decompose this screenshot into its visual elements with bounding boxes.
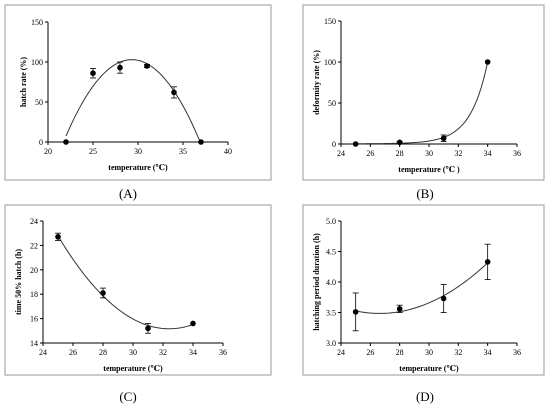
y-tick-label: 22: [30, 241, 38, 250]
data-point: [396, 306, 403, 312]
data-point: [352, 309, 359, 315]
x-tick-label: 30: [425, 348, 433, 357]
x-tick-label: 30: [425, 149, 433, 158]
x-axis-label: temperature (℃): [108, 163, 168, 172]
y-tick-label: 0: [39, 138, 43, 147]
y-tick-label: 100: [324, 58, 336, 67]
data-point: [190, 320, 196, 327]
y-tick-label: 14: [30, 339, 38, 348]
x-tick-label: 28: [99, 348, 107, 357]
x-tick-label: 24: [39, 348, 47, 357]
x-tick-label: 24: [337, 149, 345, 158]
chart-panel-c: 24 26 28 30 32 34 36 14 16 18 20 22 24 temperature (℃…: [4, 204, 272, 404]
y-tick-label: 3.5: [326, 309, 336, 318]
y-tick-label: 100: [31, 58, 43, 67]
data-point: [440, 295, 447, 302]
y-tick-label: 4.0: [326, 278, 336, 287]
x-tick-label: 24: [337, 348, 345, 357]
panel-label: (D): [416, 389, 434, 404]
panel-frame: [302, 204, 545, 376]
x-tick-label: 32: [159, 348, 167, 357]
data-point: [90, 70, 96, 76]
x-tick-label: 28: [396, 348, 404, 357]
x-tick-label: 36: [513, 149, 521, 158]
chart-panel-a: 20 25 30 35 40 0 50 100 150 temperature (℃) hatch …: [4, 4, 272, 201]
data-point: [352, 141, 359, 147]
x-tick-label: 20: [44, 147, 52, 156]
x-tick-label: 34: [189, 348, 197, 357]
x-axis-label: temperature (℃): [103, 364, 163, 373]
y-tick-label: 150: [324, 17, 336, 26]
panel-frame: [4, 4, 272, 181]
x-tick-label: 34: [484, 348, 492, 357]
x-tick-label: 30: [134, 147, 142, 156]
x-tick-label: 36: [513, 348, 521, 357]
data-point: [63, 139, 69, 145]
y-axis-label: time 50% hatch (h): [14, 249, 23, 315]
y-tick-label: 50: [35, 98, 43, 107]
y-tick-label: 150: [31, 18, 43, 27]
chart-panel-d: 24 26 28 30 32 34 36 3.0 3.5 4.0 4.5 5.0 temperature…: [302, 204, 545, 404]
x-axis-label: temperature (℃): [399, 364, 459, 373]
x-tick-label: 36: [219, 348, 227, 357]
x-tick-label: 25: [89, 147, 97, 156]
y-tick-label: 16: [30, 315, 38, 324]
data-point: [55, 234, 61, 240]
data-point: [117, 64, 123, 71]
y-axis-label: hatching period duration (h): [312, 233, 321, 331]
y-tick-label: 24: [30, 217, 38, 226]
chart-panel-b: 24 26 28 30 32 34 36 0 50 100 150 temperature (℃ ) d…: [302, 4, 545, 201]
fit-curve: [355, 262, 489, 314]
panel-label: (B): [416, 186, 433, 201]
x-tick-label: 26: [366, 149, 374, 158]
x-tick-label: 40: [224, 147, 232, 156]
data-point: [144, 63, 150, 69]
x-tick-label: 30: [129, 348, 137, 357]
data-point: [198, 139, 204, 145]
panel-frame: [4, 204, 272, 376]
fit-curve: [57, 235, 194, 330]
y-tick-label: 5.0: [326, 217, 336, 226]
data-point: [484, 259, 491, 265]
x-tick-label: 26: [366, 348, 374, 357]
fit-curve: [65, 59, 202, 143]
data-point: [440, 135, 447, 142]
panel-frame: [302, 4, 545, 181]
y-axis-label: deformity rate (%): [312, 50, 321, 115]
x-tick-label: 28: [396, 149, 404, 158]
x-axis-label: temperature (℃ ): [398, 165, 460, 174]
x-tick-label: 26: [69, 348, 77, 357]
x-tick-label: 32: [454, 149, 462, 158]
data-point: [484, 59, 491, 65]
y-tick-label: 18: [30, 290, 38, 299]
x-tick-label: 32: [454, 348, 462, 357]
x-tick-label: 35: [179, 147, 187, 156]
y-tick-label: 50: [328, 99, 336, 108]
data-point: [396, 139, 403, 146]
y-tick-label: 20: [30, 266, 38, 275]
y-tick-label: 0: [332, 140, 336, 149]
x-tick-label: 34: [484, 149, 492, 158]
panel-label: (C): [119, 389, 136, 404]
panel-label: (A): [119, 186, 137, 201]
y-tick-label: 3.0: [326, 339, 336, 348]
fit-curve: [355, 61, 489, 145]
data-point: [100, 290, 106, 296]
data-point: [145, 325, 151, 332]
y-axis-label: hatch rate (%): [19, 57, 28, 108]
data-point: [171, 89, 177, 96]
y-tick-label: 4.5: [326, 248, 336, 257]
